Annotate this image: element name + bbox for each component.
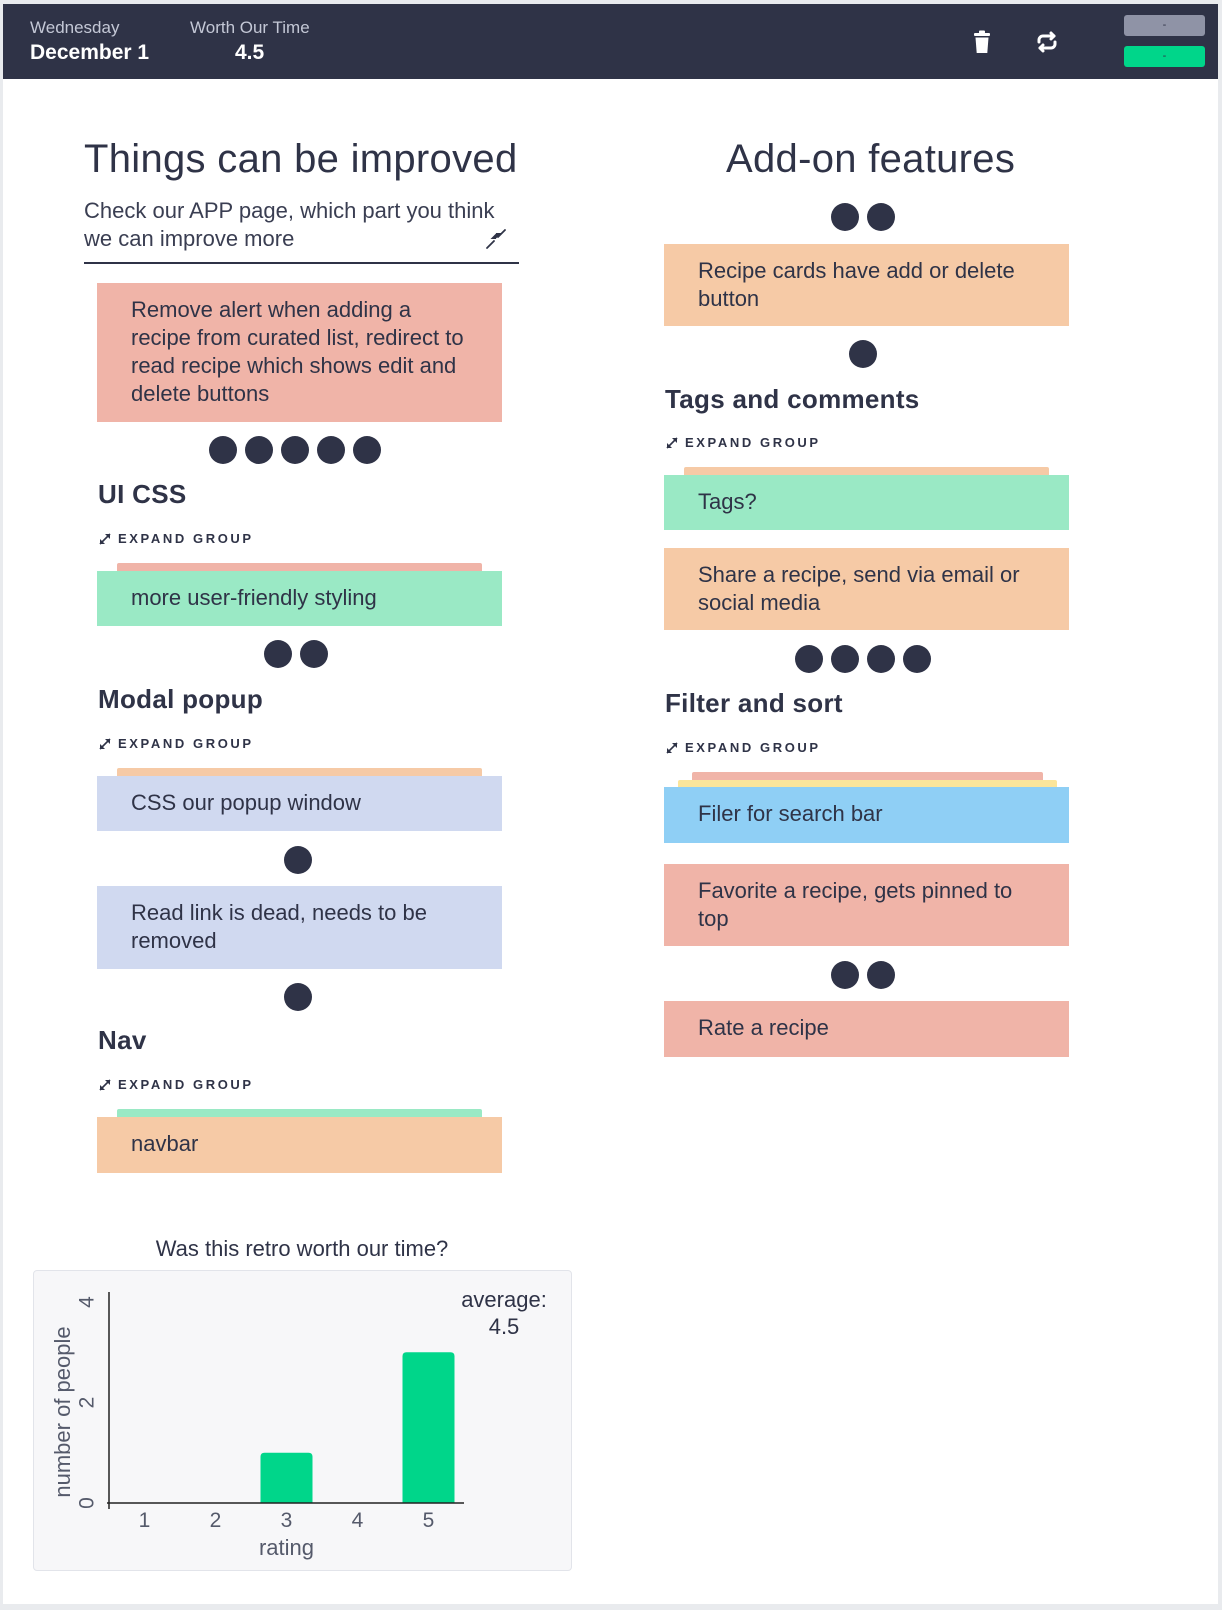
refresh-icon[interactable] bbox=[1033, 28, 1061, 56]
group-card-nav[interactable]: navbar bbox=[97, 1117, 502, 1173]
addon-card-share[interactable]: Share a recipe, send via email or social… bbox=[664, 548, 1069, 630]
vote-dots[interactable] bbox=[284, 846, 312, 874]
group-title-filter-sort: Filter and sort bbox=[665, 688, 843, 718]
addon-card-recipe-cards[interactable]: Recipe cards have add or delete button bbox=[664, 244, 1069, 326]
group-title-modal-popup: Modal popup bbox=[98, 684, 264, 714]
expand-icon bbox=[666, 741, 678, 754]
average-annotation: average: bbox=[461, 1287, 547, 1312]
vote-dot bbox=[849, 340, 877, 368]
group-card-filter[interactable]: Filer for search bar bbox=[664, 787, 1069, 843]
x-tick-label: 1 bbox=[139, 1509, 151, 1532]
expand-group-label: EXPAND GROUP bbox=[118, 1077, 254, 1092]
vote-dot bbox=[317, 436, 345, 464]
worth-value: 4.5 bbox=[235, 41, 265, 64]
expand-group-button[interactable]: EXPAND GROUP bbox=[98, 1077, 254, 1092]
vote-dot bbox=[867, 203, 895, 231]
y-tick-label: 0 bbox=[76, 1497, 99, 1509]
group-card-ui-css[interactable]: more user-friendly styling bbox=[97, 571, 502, 626]
vote-dot bbox=[281, 436, 309, 464]
vote-dot bbox=[264, 640, 292, 668]
vote-dot bbox=[300, 640, 328, 668]
vote-dot bbox=[867, 961, 895, 989]
group-card-modal-popup[interactable]: CSS our popup window bbox=[97, 776, 502, 831]
stacked-card-edge bbox=[692, 772, 1043, 782]
addon-card-favorite[interactable]: Favorite a recipe, gets pinned to top bbox=[664, 864, 1069, 946]
x-axis-label: rating bbox=[259, 1535, 314, 1560]
vote-dots[interactable] bbox=[284, 983, 312, 1011]
vote-dot bbox=[831, 203, 859, 231]
stacked-card-edge bbox=[117, 1109, 482, 1119]
improve-card-read-link[interactable]: Read link is dead, needs to be removed bbox=[97, 886, 502, 969]
worth-label: Worth Our Time bbox=[190, 18, 310, 37]
vote-dot bbox=[284, 846, 312, 874]
vote-dot bbox=[245, 436, 273, 464]
vote-dots[interactable] bbox=[264, 640, 328, 668]
expand-group-button[interactable]: EXPAND GROUP bbox=[665, 740, 821, 755]
day-label: Wednesday bbox=[30, 18, 120, 37]
vote-dot bbox=[209, 436, 237, 464]
date-block: Wednesday December 1 bbox=[30, 18, 149, 65]
menu-button-top[interactable]: - bbox=[1124, 15, 1205, 36]
vote-dots[interactable] bbox=[209, 436, 381, 464]
chart-bar bbox=[260, 1452, 313, 1503]
x-tick-label: 4 bbox=[352, 1509, 364, 1532]
expand-group-label: EXPAND GROUP bbox=[118, 736, 254, 751]
chart-panel: 1 2 3 4 5 0 2 4 rating number of people average: 4.… bbox=[33, 1270, 572, 1571]
expand-icon bbox=[99, 1078, 111, 1091]
expand-icon bbox=[666, 436, 678, 449]
vote-dots[interactable] bbox=[849, 340, 877, 368]
stacked-card-edge bbox=[684, 467, 1049, 477]
expand-icon bbox=[99, 737, 111, 750]
vote-dot bbox=[831, 961, 859, 989]
menu-button-bottom[interactable]: - bbox=[1124, 46, 1205, 67]
addon-card-rate[interactable]: Rate a recipe bbox=[664, 1001, 1069, 1057]
worth-block: Worth Our Time 4.5 bbox=[190, 18, 310, 65]
y-tick-label: 4 bbox=[76, 1296, 99, 1308]
expand-group-label: EXPAND GROUP bbox=[685, 740, 821, 755]
vote-dots[interactable] bbox=[831, 203, 895, 231]
app-frame: Wednesday December 1 Worth Our Time 4.5 … bbox=[3, 4, 1218, 1604]
y-tick-label: 2 bbox=[76, 1397, 99, 1409]
top-bar: Wednesday December 1 Worth Our Time 4.5 … bbox=[3, 4, 1218, 79]
expand-icon bbox=[99, 532, 111, 545]
chart-title: Was this retro worth our time? bbox=[155, 1236, 449, 1261]
vote-dot bbox=[795, 645, 823, 673]
y-axis-label: number of people bbox=[50, 1326, 75, 1497]
expand-group-label: EXPAND GROUP bbox=[685, 435, 821, 450]
vote-dots[interactable] bbox=[795, 645, 931, 673]
expand-group-label: EXPAND GROUP bbox=[118, 531, 254, 546]
date-value: December 1 bbox=[30, 41, 150, 64]
vote-dot bbox=[831, 645, 859, 673]
stacked-card-edge bbox=[117, 768, 482, 778]
expand-group-button[interactable]: EXPAND GROUP bbox=[98, 531, 254, 546]
vote-dot bbox=[867, 645, 895, 673]
group-card-tags[interactable]: Tags? bbox=[664, 475, 1069, 530]
group-title-nav: Nav bbox=[98, 1025, 147, 1055]
rating-chart: 1 2 3 4 5 0 2 4 rating number of people average:4.… bbox=[50, 1287, 547, 1560]
stacked-card-edge bbox=[678, 780, 1057, 789]
x-tick-label: 2 bbox=[210, 1509, 222, 1532]
column-title-improve: Things can be improved bbox=[84, 137, 518, 181]
expand-group-button[interactable]: EXPAND GROUP bbox=[665, 435, 821, 450]
trash-icon[interactable] bbox=[968, 28, 996, 56]
column-title-addon: Add-on features bbox=[726, 137, 1016, 181]
group-title-ui-css: UI CSS bbox=[98, 479, 187, 509]
prompt-underline bbox=[84, 262, 519, 264]
column-prompt: Check our APP page, which part you think… bbox=[84, 198, 495, 251]
group-title-tags-comments: Tags and comments bbox=[665, 384, 920, 414]
chart-bar bbox=[402, 1352, 455, 1503]
vote-dot bbox=[353, 436, 381, 464]
stacked-card-edge bbox=[117, 563, 482, 573]
vote-dot bbox=[903, 645, 931, 673]
average-annotation: 4.5 bbox=[489, 1314, 520, 1339]
x-tick-label: 3 bbox=[281, 1509, 293, 1532]
shrink-icon[interactable] bbox=[484, 227, 508, 251]
expand-group-button[interactable]: EXPAND GROUP bbox=[98, 736, 254, 751]
vote-dot bbox=[284, 983, 312, 1011]
improve-card-alert[interactable]: Remove alert when adding a recipe from c… bbox=[97, 283, 502, 422]
x-tick-label: 5 bbox=[423, 1509, 435, 1532]
vote-dots[interactable] bbox=[831, 961, 895, 989]
